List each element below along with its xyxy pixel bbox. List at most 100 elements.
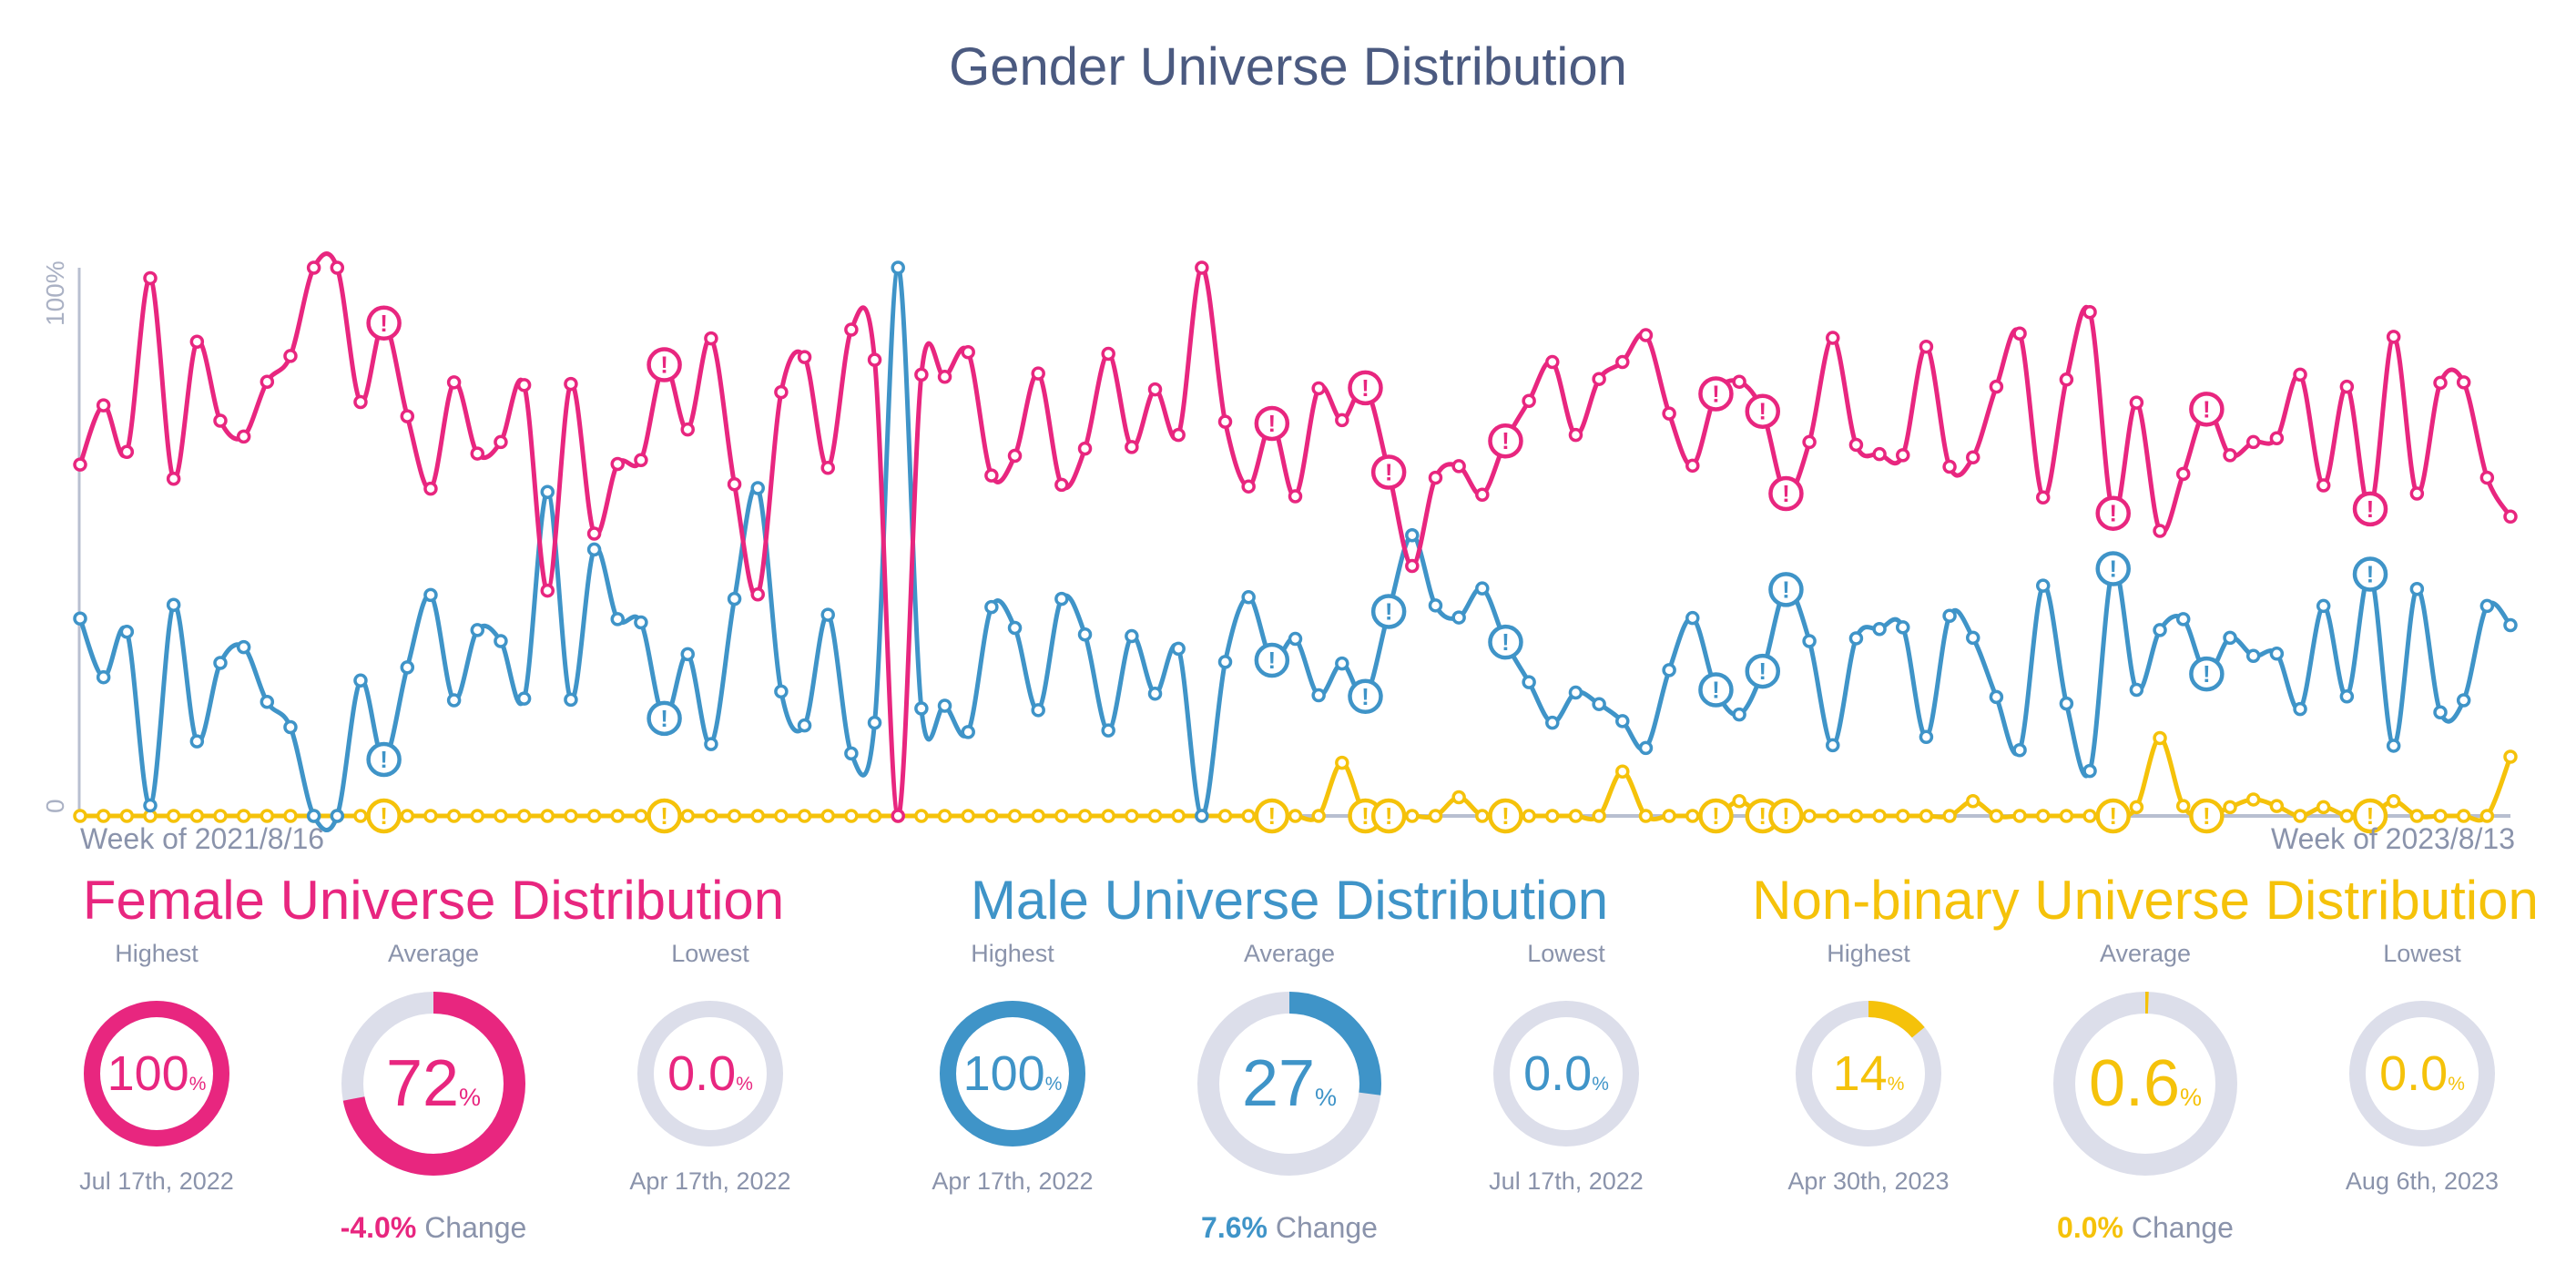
male-data-point[interactable] <box>2269 647 2285 661</box>
nonbinary-data-point[interactable] <box>961 809 975 823</box>
male-data-point[interactable] <box>1732 707 1746 722</box>
nonbinary-data-point[interactable] <box>540 809 555 823</box>
nonbinary-data-point[interactable] <box>236 809 251 823</box>
female-data-point[interactable] <box>984 468 999 483</box>
nonbinary-anomaly-marker[interactable]: ! <box>2352 798 2388 834</box>
female-data-point[interactable] <box>236 429 251 444</box>
female-data-point[interactable] <box>1077 441 1093 456</box>
nonbinary-data-point[interactable] <box>1522 809 1536 823</box>
female-data-point[interactable] <box>586 526 602 541</box>
female-data-point[interactable] <box>189 334 205 350</box>
male-data-point[interactable] <box>143 798 158 813</box>
male-data-point[interactable] <box>750 481 765 495</box>
male-data-point[interactable] <box>1475 581 1490 596</box>
male-data-point[interactable] <box>2175 612 2191 627</box>
nonbinary-anomaly-marker[interactable]: ! <box>366 798 402 834</box>
female-data-point[interactable] <box>2316 478 2331 493</box>
female-data-point[interactable] <box>727 477 742 492</box>
male-data-point[interactable] <box>586 542 602 557</box>
male-data-point[interactable] <box>260 695 275 709</box>
female-data-point[interactable] <box>1568 427 1583 443</box>
female-data-point[interactable] <box>891 809 905 823</box>
female-anomaly-marker[interactable]: ! <box>1254 405 1290 442</box>
female-data-point[interactable] <box>1826 331 1840 345</box>
female-data-point[interactable] <box>961 344 975 360</box>
nonbinary-data-point[interactable] <box>260 809 275 823</box>
nonbinary-data-point[interactable] <box>680 809 695 823</box>
male-data-point[interactable] <box>423 587 438 603</box>
male-data-point[interactable] <box>1195 809 1209 823</box>
male-data-point[interactable] <box>2409 582 2425 596</box>
nonbinary-data-point[interactable] <box>1101 809 1115 823</box>
nonbinary-data-point[interactable] <box>1428 809 1443 823</box>
male-data-point[interactable] <box>1826 738 1840 753</box>
female-data-point[interactable] <box>213 413 228 428</box>
male-data-point[interactable] <box>1077 627 1093 642</box>
male-anomaly-marker[interactable]: ! <box>1348 678 1383 715</box>
male-data-point[interactable] <box>844 746 859 761</box>
male-anomaly-marker[interactable]: ! <box>1745 653 1781 689</box>
nonbinary-data-point[interactable] <box>2386 793 2401 809</box>
nonbinary-anomaly-marker[interactable]: ! <box>647 798 682 834</box>
female-data-point[interactable] <box>1872 446 1887 462</box>
female-data-point[interactable] <box>704 331 718 346</box>
nonbinary-data-point[interactable] <box>2316 800 2331 815</box>
nonbinary-data-point[interactable] <box>189 809 205 823</box>
male-data-point[interactable] <box>73 611 87 627</box>
female-data-point[interactable] <box>797 350 812 364</box>
nonbinary-data-point[interactable] <box>2082 809 2097 823</box>
nonbinary-data-point[interactable] <box>1942 809 1957 823</box>
male-data-point[interactable] <box>1942 608 1957 624</box>
nonbinary-data-point[interactable] <box>797 809 812 823</box>
male-anomaly-marker[interactable]: ! <box>1254 642 1290 678</box>
female-data-point[interactable] <box>2059 372 2074 387</box>
female-data-point[interactable] <box>1942 459 1957 474</box>
nonbinary-data-point[interactable] <box>2409 809 2425 823</box>
nonbinary-data-point[interactable] <box>1031 809 1045 823</box>
nonbinary-data-point[interactable] <box>494 809 508 823</box>
female-data-point[interactable] <box>1802 434 1817 450</box>
male-data-point[interactable] <box>119 624 135 639</box>
male-data-point[interactable] <box>1872 621 1887 637</box>
female-anomaly-marker[interactable]: ! <box>1745 393 1781 429</box>
female-data-point[interactable] <box>2153 524 2167 538</box>
male-data-point[interactable] <box>1638 740 1654 756</box>
nonbinary-anomaly-marker[interactable]: ! <box>1254 798 1290 834</box>
male-data-point[interactable] <box>400 660 415 675</box>
female-data-point[interactable] <box>1171 427 1186 443</box>
male-data-point[interactable] <box>820 607 835 622</box>
male-data-point[interactable] <box>1031 703 1045 718</box>
nonbinary-data-point[interactable] <box>1311 809 1326 823</box>
nonbinary-data-point[interactable] <box>353 809 368 823</box>
nonbinary-data-point[interactable] <box>1241 809 1256 823</box>
nonbinary-data-point[interactable] <box>2503 749 2518 764</box>
female-data-point[interactable] <box>867 352 882 367</box>
male-data-point[interactable] <box>564 692 578 708</box>
nonbinary-data-point[interactable] <box>1147 809 1163 823</box>
male-data-point[interactable] <box>797 718 812 733</box>
female-data-point[interactable] <box>494 434 508 450</box>
male-anomaly-marker[interactable]: ! <box>1698 672 1734 708</box>
female-data-point[interactable] <box>937 370 952 384</box>
male-data-point[interactable] <box>1101 723 1115 738</box>
male-data-point[interactable] <box>634 615 648 630</box>
male-data-point[interactable] <box>236 639 251 655</box>
male-data-point[interactable] <box>2223 630 2237 646</box>
male-data-point[interactable] <box>2339 689 2355 704</box>
nonbinary-data-point[interactable] <box>2175 799 2191 813</box>
male-data-point[interactable] <box>2386 739 2401 753</box>
nonbinary-anomaly-marker[interactable]: ! <box>2189 798 2225 834</box>
male-data-point[interactable] <box>1848 631 1864 646</box>
male-data-point[interactable] <box>283 719 298 735</box>
nonbinary-data-point[interactable] <box>2456 809 2471 823</box>
male-data-point[interactable] <box>470 623 485 637</box>
female-data-point[interactable] <box>400 409 415 423</box>
nonbinary-data-point[interactable] <box>1405 809 1420 823</box>
male-data-point[interactable] <box>1241 590 1256 605</box>
female-data-point[interactable] <box>1054 477 1069 493</box>
nonbinary-anomaly-marker[interactable]: ! <box>1698 798 1734 834</box>
female-data-point[interactable] <box>1522 393 1536 409</box>
nonbinary-data-point[interactable] <box>1171 809 1186 823</box>
nonbinary-data-point[interactable] <box>1545 809 1560 823</box>
nonbinary-data-point[interactable] <box>516 809 532 823</box>
